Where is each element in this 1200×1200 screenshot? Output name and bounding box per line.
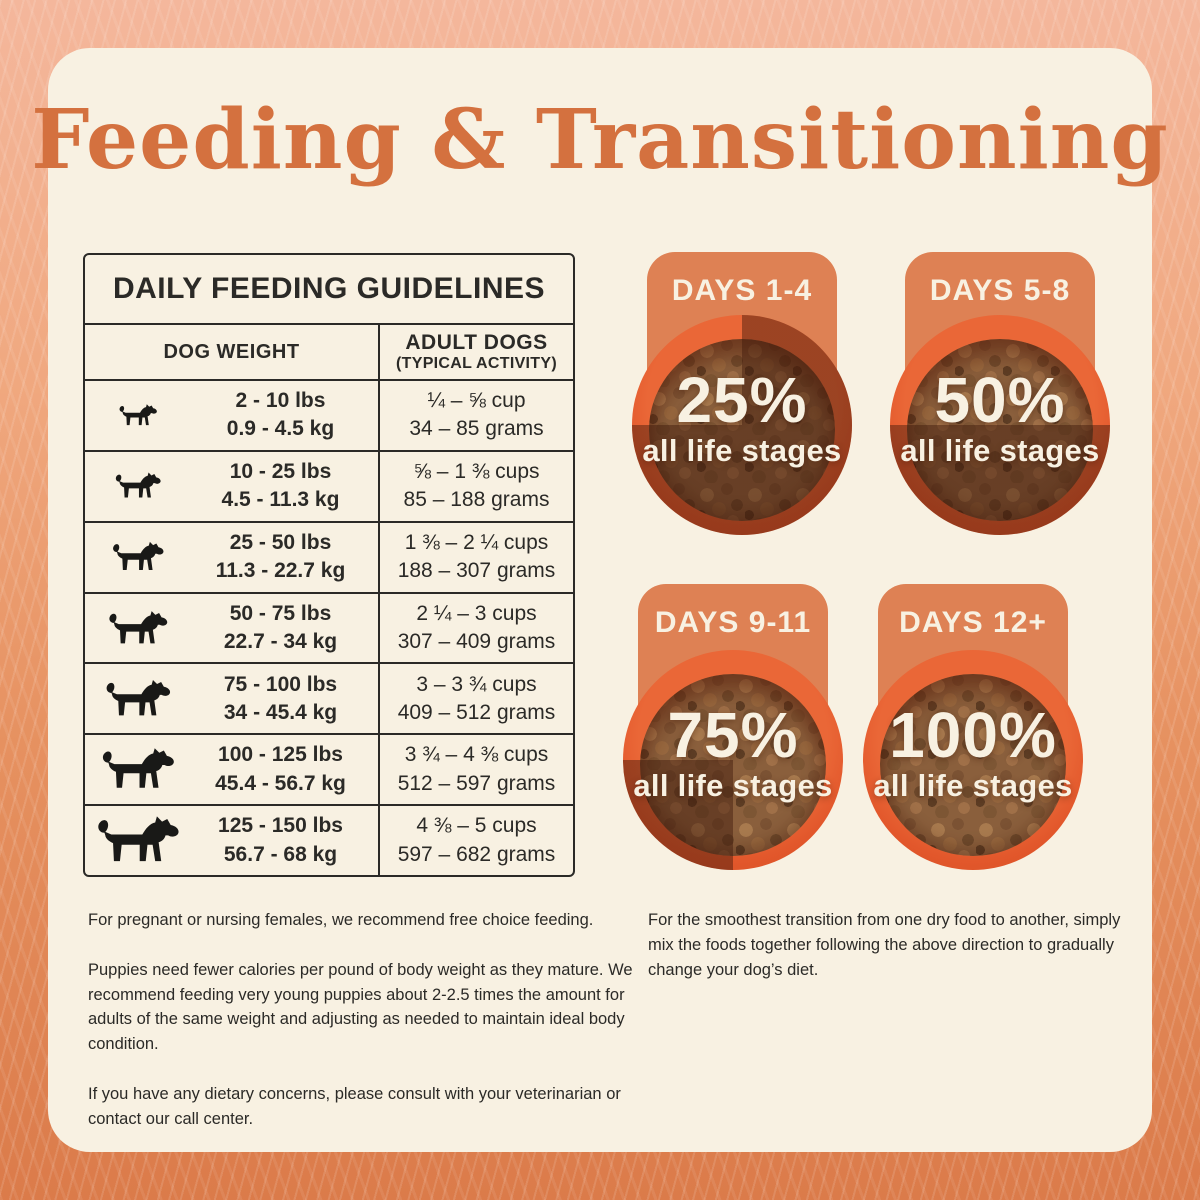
adult-dogs-label: ADULT DOGS bbox=[405, 330, 548, 354]
weight-range: 2 - 10 lbs 0.9 - 4.5 kg bbox=[226, 389, 335, 441]
weight-range: 25 - 50 lbs 11.3 - 22.7 kg bbox=[215, 530, 346, 583]
percent-label: 75% bbox=[667, 698, 799, 771]
all-life-stages-label: all life stages bbox=[873, 767, 1073, 803]
amount-range: 1 ⅜ – 2 ¼ cups 188 – 307 grams bbox=[397, 530, 556, 583]
amount-range: 3 – 3 ¾ cups 409 – 512 grams bbox=[397, 672, 556, 724]
weight-range: 125 - 150 lbs 56.7 - 68 kg bbox=[218, 814, 343, 866]
percent-label: 100% bbox=[889, 698, 1057, 771]
column-header-dog-weight: DOG WEIGHT bbox=[85, 325, 380, 379]
dog-icon bbox=[85, 814, 191, 867]
table-row: 10 - 25 lbs 4.5 - 11.3 kg ⅝ – 1 ⅜ cups 85 … bbox=[85, 451, 573, 523]
table-row: 50 - 75 lbs 22.7 - 34 kg 2 ¼ – 3 cups 307 … bbox=[85, 593, 573, 665]
weight-range: 10 - 25 lbs 4.5 - 11.3 kg bbox=[221, 459, 340, 512]
table-row: 2 - 10 lbs 0.9 - 4.5 kg ¼ – ⅝ cup 34 – 85 … bbox=[85, 381, 573, 452]
page-title: Feeding & Transitioning bbox=[31, 92, 1169, 188]
feeding-notes: For pregnant or nursing females, we reco… bbox=[88, 908, 636, 1156]
note-pregnant-nursing: For pregnant or nursing females, we reco… bbox=[88, 911, 594, 929]
transition-shade-wedge bbox=[890, 315, 1110, 535]
dog-icon bbox=[85, 403, 191, 428]
transition-shade-wedge bbox=[632, 315, 852, 535]
weight-range: 75 - 100 lbs 34 - 45.4 kg bbox=[223, 672, 338, 724]
table-row: 125 - 150 lbs 56.7 - 68 kg 4 ⅜ – 5 cups 59… bbox=[85, 806, 573, 876]
table-title: DAILY FEEDING GUIDELINES bbox=[85, 255, 573, 325]
note-transition: For the smoothest transition from one dr… bbox=[648, 911, 1121, 979]
all-life-stages-label: all life stages bbox=[900, 432, 1100, 468]
transition-shade-wedge bbox=[623, 650, 843, 870]
kibble-bowl: 100% all life stages bbox=[863, 650, 1083, 870]
dog-icon bbox=[85, 678, 191, 720]
note-puppies: Puppies need fewer calories per pound of… bbox=[88, 960, 633, 1053]
amount-range: ¼ – ⅝ cup 34 – 85 grams bbox=[409, 389, 544, 441]
kibble-bowl: 75% all life stages bbox=[623, 650, 843, 870]
column-header-adult-dogs: ADULT DOGS (TYPICAL ACTIVITY) bbox=[380, 325, 573, 379]
all-life-stages-label: all life stages bbox=[642, 432, 842, 468]
percent-label: 50% bbox=[934, 363, 1066, 436]
table-row: 75 - 100 lbs 34 - 45.4 kg 3 – 3 ¾ cups 409… bbox=[85, 664, 573, 736]
transition-notes: For the smoothest transition from one dr… bbox=[648, 908, 1134, 982]
dog-icon bbox=[85, 471, 191, 501]
amount-range: ⅝ – 1 ⅜ cups 85 – 188 grams bbox=[403, 459, 550, 512]
dog-icon bbox=[85, 609, 191, 648]
kibble-bowl: 50% all life stages bbox=[890, 315, 1110, 535]
typical-activity-label: (TYPICAL ACTIVITY) bbox=[396, 354, 557, 372]
percent-label: 25% bbox=[676, 363, 808, 436]
all-life-stages-label: all life stages bbox=[633, 767, 833, 803]
weight-range: 100 - 125 lbs 45.4 - 56.7 kg bbox=[215, 743, 346, 795]
kibble-texture bbox=[649, 339, 835, 521]
amount-range: 3 ¾ – 4 ⅜ cups 512 – 597 grams bbox=[397, 743, 556, 795]
note-dietary-concerns: If you have any dietary concerns, please… bbox=[88, 1084, 621, 1128]
kibble-bowl: 25% all life stages bbox=[632, 315, 852, 535]
table-row: 25 - 50 lbs 11.3 - 22.7 kg 1 ⅜ – 2 ¼ cups… bbox=[85, 522, 573, 594]
weight-range: 50 - 75 lbs 22.7 - 34 kg bbox=[223, 601, 338, 653]
feeding-guidelines-table: DAILY FEEDING GUIDELINES DOG WEIGHT ADUL… bbox=[83, 253, 575, 877]
dog-icon bbox=[85, 540, 191, 574]
amount-range: 4 ⅜ – 5 cups 597 – 682 grams bbox=[397, 814, 556, 866]
dog-icon bbox=[85, 746, 191, 793]
kibble-texture bbox=[640, 674, 826, 856]
amount-range: 2 ¼ – 3 cups 307 – 409 grams bbox=[397, 601, 556, 653]
kibble-texture bbox=[880, 674, 1066, 856]
table-row: 100 - 125 lbs 45.4 - 56.7 kg 3 ¾ – 4 ⅜ cu… bbox=[85, 735, 573, 807]
table-column-headers: DOG WEIGHT ADULT DOGS (TYPICAL ACTIVITY) bbox=[85, 325, 573, 381]
kibble-texture bbox=[907, 339, 1093, 521]
